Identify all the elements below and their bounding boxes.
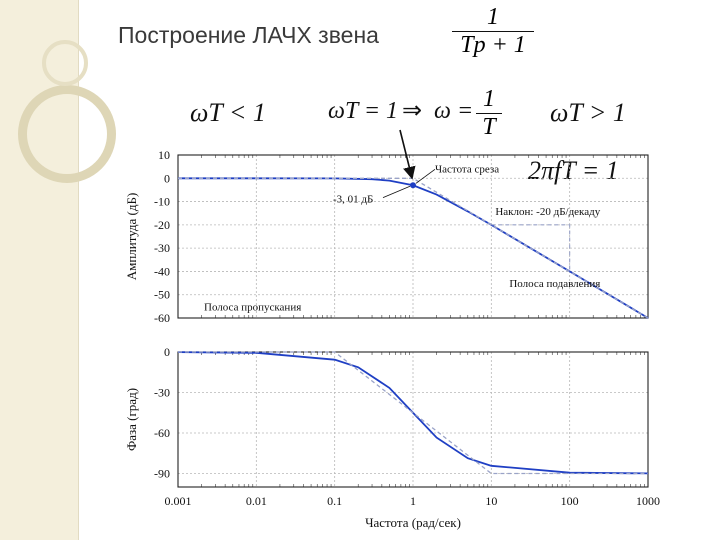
- cutoff-frequency-annotation: Частота среза: [435, 163, 499, 175]
- phase-x-tick-label: 0.1: [327, 494, 342, 508]
- phase-plot-frame: [177, 351, 649, 488]
- phase-x-tick-label: 1: [410, 494, 416, 508]
- magnitude-y-axis-label: Амплитуда (дБ): [124, 193, 139, 281]
- phase-y-tick-label: -60: [154, 426, 170, 440]
- omega-fraction-denominator: T: [482, 114, 496, 140]
- transfer-function-denominator: Tp + 1: [460, 32, 526, 58]
- transfer-function-numerator: 1: [487, 4, 499, 30]
- magnitude-y-tick-label: -30: [154, 241, 170, 255]
- phase-y-tick-label: -90: [154, 467, 170, 481]
- formula-cutoff-frequency: 2πfT = 1: [528, 156, 619, 185]
- formula-high-frequency: ωT > 1: [550, 98, 626, 127]
- omega-fraction-bar: [476, 113, 502, 114]
- transfer-function: 1 Tp + 1: [452, 4, 534, 59]
- phase-x-tick-label: 10: [485, 494, 497, 508]
- cutoff-point-marker: [410, 182, 416, 189]
- formula-cutoff-condition: ωT = 1: [328, 98, 399, 124]
- slide-title: Построение ЛАЧХ звена: [118, 22, 379, 48]
- formula-omega-equals: ω =: [434, 98, 474, 124]
- minus-3db-leader: [382, 185, 411, 198]
- phase-y-tick-label: 0: [164, 345, 170, 359]
- magnitude-y-tick-label: -50: [154, 288, 170, 302]
- magnitude-y-tick-label: 10: [158, 148, 170, 162]
- phase-y-tick-label: -30: [154, 386, 170, 400]
- phase-x-tick-label: 1000: [636, 494, 660, 508]
- stop-band-annotation: Полоса подавления: [509, 278, 600, 290]
- phase-x-tick-label: 0.01: [246, 494, 267, 508]
- slope-annotation: Наклон: -20 дБ/декаду: [495, 206, 600, 218]
- magnitude-y-tick-label: -20: [154, 218, 170, 232]
- magnitude-y-tick-label: -10: [154, 195, 170, 209]
- phase-x-axis-label: Частота (рад/сек): [365, 515, 461, 530]
- pass-band-annotation: Полоса пропускания: [204, 301, 301, 313]
- slope-triangle: [491, 224, 571, 272]
- phase-x-tick-label: 0.001: [165, 494, 192, 508]
- minus-3db-annotation: -3, 01 дБ: [333, 194, 373, 206]
- phase-asymptote-line: [178, 351, 648, 475]
- magnitude-plot-frame: [177, 154, 649, 319]
- cutoff-frequency-leader: [415, 168, 436, 184]
- implies-arrow: ⇒: [402, 98, 423, 124]
- magnitude-y-tick-label: -40: [154, 264, 170, 278]
- decorative-ring-small: [42, 40, 88, 86]
- phase-y-axis-label: Фаза (град): [124, 388, 139, 451]
- decorative-ring-large: [18, 85, 116, 183]
- formula-low-frequency: ωT < 1: [190, 98, 266, 127]
- magnitude-y-tick-label: -60: [154, 311, 170, 325]
- omega-fraction-numerator: 1: [483, 86, 495, 112]
- formula-omega-fraction: 1 T: [476, 86, 502, 141]
- phase-x-tick-label: 100: [561, 494, 579, 508]
- magnitude-y-tick-label: 0: [164, 171, 170, 185]
- cutoff-pointer-arrow: [399, 129, 416, 180]
- fraction-bar: [452, 31, 534, 32]
